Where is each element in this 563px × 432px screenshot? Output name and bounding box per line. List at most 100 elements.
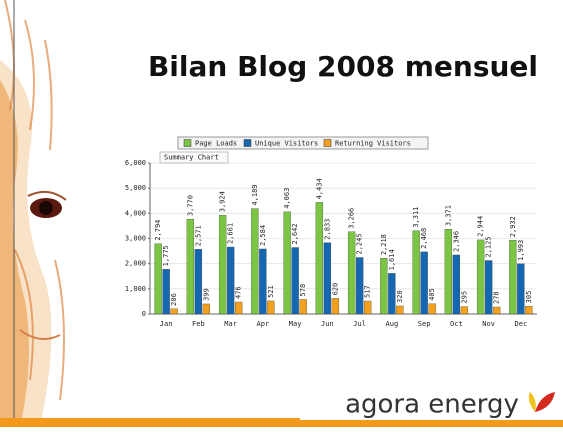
y-tick-label: 6,000 — [125, 159, 146, 167]
value-label: 2,468 — [420, 228, 428, 249]
value-label: 399 — [202, 288, 210, 301]
bar — [203, 304, 210, 314]
value-label: 206 — [170, 293, 178, 306]
value-label: 320 — [396, 290, 404, 303]
y-tick-label: 2,000 — [125, 260, 146, 268]
value-label: 3,770 — [186, 195, 194, 216]
value-label: 517 — [364, 285, 372, 298]
value-label: 4,189 — [251, 184, 259, 205]
value-label: 521 — [267, 285, 275, 298]
bar — [429, 304, 436, 314]
value-label: 2,794 — [154, 220, 162, 241]
x-tick-label: Aug — [386, 320, 399, 328]
x-tick-label: Jul — [353, 320, 366, 328]
value-label: 3,311 — [412, 207, 420, 228]
bar — [525, 306, 532, 314]
x-tick-label: May — [289, 320, 302, 328]
x-tick-label: Apr — [257, 320, 270, 328]
bar — [227, 247, 234, 314]
value-label: 2,346 — [452, 231, 460, 252]
bar — [155, 244, 162, 314]
y-tick-label: 4,000 — [125, 209, 146, 217]
legend-swatch — [244, 140, 251, 147]
bar — [396, 306, 403, 314]
value-label: 2,932 — [509, 216, 517, 237]
value-label: 476 — [235, 286, 243, 299]
x-tick-label: Mar — [224, 320, 237, 328]
x-tick-label: Nov — [482, 320, 495, 328]
y-tick-label: 0 — [142, 310, 146, 318]
value-label: 2,944 — [477, 216, 485, 237]
bar — [267, 301, 274, 314]
bar — [332, 298, 339, 314]
bar — [509, 240, 516, 314]
value-label: 4,063 — [283, 188, 291, 209]
value-label: 2,642 — [291, 223, 299, 244]
legend-label: Returning Visitors — [335, 140, 411, 148]
bar — [324, 243, 331, 314]
bar — [300, 299, 307, 314]
bar — [284, 212, 291, 314]
bar — [259, 249, 266, 314]
value-label: 1,775 — [162, 245, 170, 266]
value-label: 578 — [299, 284, 307, 297]
y-tick-label: 3,000 — [125, 235, 146, 243]
value-label: 295 — [460, 291, 468, 304]
bar — [485, 261, 492, 314]
x-tick-label: Jun — [321, 320, 334, 328]
legend-label: Page Loads — [195, 140, 237, 148]
bar — [517, 264, 524, 314]
bar — [316, 202, 323, 314]
legend-label: Unique Visitors — [255, 140, 318, 148]
legend-swatch — [324, 140, 331, 147]
x-tick-label: Jan — [160, 320, 173, 328]
bar — [413, 231, 420, 314]
bar — [453, 255, 460, 314]
value-label: 2,125 — [485, 236, 493, 257]
value-label: 2,571 — [194, 225, 202, 246]
value-label: 3,371 — [444, 205, 452, 226]
value-label: 1,614 — [388, 249, 396, 270]
bar — [163, 269, 170, 314]
bar — [461, 307, 468, 314]
x-tick-label: Dec — [515, 320, 528, 328]
value-label: 305 — [525, 291, 533, 304]
slide: Bilan Blog 2008 mensuel agora energy 0 1,… — [0, 0, 563, 427]
slide-title: Bilan Blog 2008 mensuel — [148, 50, 538, 83]
bar — [421, 252, 428, 314]
bar — [235, 302, 242, 314]
value-label: 4,434 — [315, 178, 323, 199]
bar — [219, 215, 226, 314]
bar — [292, 248, 299, 314]
value-label: 2,218 — [380, 234, 388, 255]
bar — [356, 258, 363, 314]
bar — [445, 229, 452, 314]
bar — [493, 307, 500, 314]
value-label: 3,924 — [219, 191, 227, 212]
value-label: 3,266 — [348, 208, 356, 229]
bar — [388, 273, 395, 314]
value-label: 278 — [493, 291, 501, 304]
bar — [380, 258, 387, 314]
value-label: 2,584 — [259, 225, 267, 246]
bar — [171, 309, 178, 314]
tooltip-text: Summary Chart — [164, 154, 219, 162]
x-tick-label: Sep — [418, 320, 431, 328]
bar — [187, 219, 194, 314]
bar — [348, 232, 355, 314]
value-label: 620 — [331, 283, 339, 296]
bar — [195, 249, 202, 314]
bar — [477, 240, 484, 314]
value-label: 2,833 — [323, 219, 331, 240]
bar — [364, 301, 371, 314]
legend-swatch — [184, 140, 191, 147]
x-tick-label: Oct — [450, 320, 463, 328]
y-tick-label: 1,000 — [125, 285, 146, 293]
value-label: 2,245 — [356, 233, 364, 254]
value-label: 1,993 — [517, 240, 525, 261]
x-tick-label: Feb — [192, 320, 205, 328]
value-label: 405 — [428, 288, 436, 301]
logo-text: agora energy — [345, 390, 519, 420]
bar — [251, 209, 258, 314]
value-label: 2,661 — [227, 223, 235, 244]
